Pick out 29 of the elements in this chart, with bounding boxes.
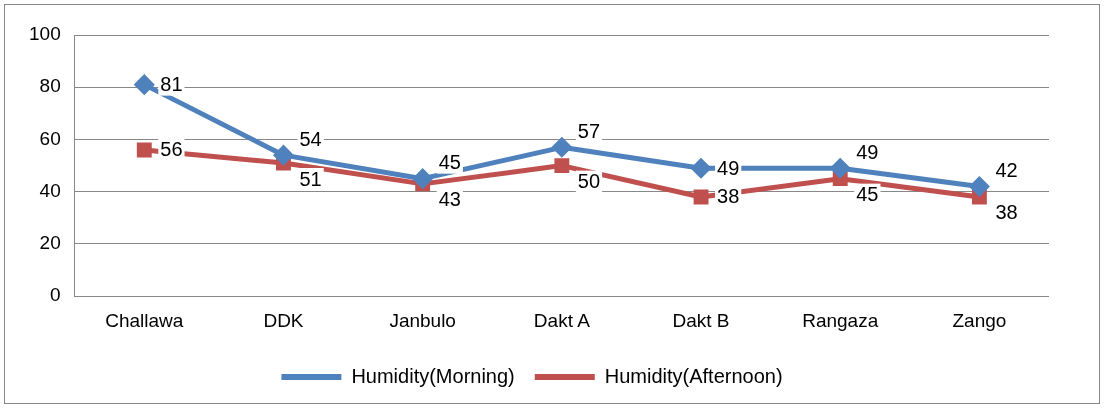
data-label: 50 bbox=[577, 170, 601, 193]
x-tick-label: Dakt A bbox=[533, 309, 591, 331]
data-label: 43 bbox=[438, 188, 461, 211]
data-label: 51 bbox=[299, 167, 322, 190]
x-tick-label: DDK bbox=[263, 309, 304, 331]
y-tick-label: 0 bbox=[50, 284, 61, 306]
data-label: 38 bbox=[995, 201, 1018, 224]
y-tick-label: 60 bbox=[39, 127, 61, 149]
x-tick-label: Janbulo bbox=[389, 309, 456, 331]
data-label: 57 bbox=[577, 119, 601, 142]
data-label: 49 bbox=[856, 140, 879, 163]
legend-label: Humidity(Morning) bbox=[351, 364, 515, 387]
x-tick-label: Dakt B bbox=[672, 309, 730, 331]
data-label: 56 bbox=[160, 138, 183, 161]
data-label: 45 bbox=[856, 183, 879, 206]
data-label: 54 bbox=[299, 127, 322, 150]
data-label: 45 bbox=[438, 151, 461, 174]
x-tick-label: Challawa bbox=[105, 309, 184, 331]
x-tick-label: Zango bbox=[952, 309, 1007, 331]
y-tick-label: 80 bbox=[39, 75, 61, 97]
legend-label: Humidity(Afternoon) bbox=[604, 364, 783, 387]
x-tick-label: Rangaza bbox=[802, 309, 879, 331]
data-label: 42 bbox=[995, 159, 1018, 182]
y-tick-label: 20 bbox=[39, 232, 61, 254]
data-label: 38 bbox=[717, 185, 740, 208]
y-tick-label: 100 bbox=[29, 23, 61, 45]
y-tick-label: 40 bbox=[39, 179, 61, 201]
data-label: 49 bbox=[717, 156, 740, 179]
data-label: 81 bbox=[160, 73, 183, 96]
